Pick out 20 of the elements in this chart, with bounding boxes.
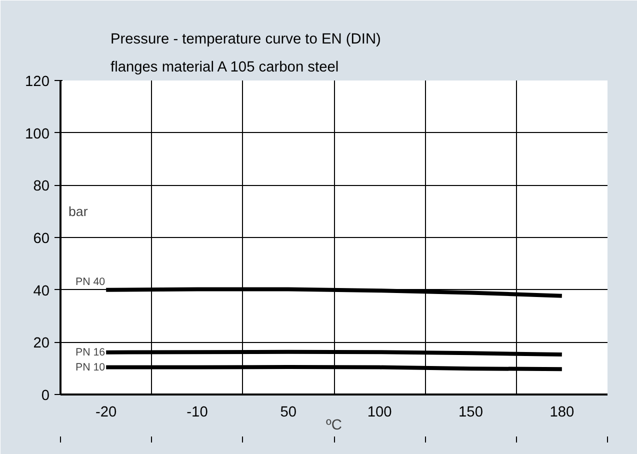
y-tick-label: 60 bbox=[33, 231, 50, 247]
x-tick-label: 50 bbox=[280, 404, 297, 420]
y-tick-label: 20 bbox=[33, 336, 50, 352]
x-tick-label: 150 bbox=[458, 404, 483, 420]
y-tick-label: 0 bbox=[41, 388, 50, 404]
y-axis-title: bar bbox=[68, 204, 88, 219]
series-label: PN 40 bbox=[75, 276, 106, 288]
x-tick-label: -10 bbox=[186, 404, 208, 420]
series-label: PN 16 bbox=[75, 346, 106, 358]
chart-title: Pressure - temperature curve to EN (DIN) bbox=[110, 32, 381, 48]
y-tick-label: 120 bbox=[25, 74, 50, 90]
series-label: PN 10 bbox=[75, 361, 106, 374]
x-tick-label: 100 bbox=[367, 404, 392, 420]
x-axis-title: ºC bbox=[326, 418, 342, 434]
x-tick-label: 180 bbox=[550, 404, 574, 420]
x-tick-label: -20 bbox=[95, 404, 117, 420]
y-tick-label: 40 bbox=[33, 283, 50, 300]
chart-subtitle: flanges material A 105 carbon steel bbox=[110, 60, 339, 76]
y-tick-label: 80 bbox=[33, 178, 50, 195]
y-tick-label: 100 bbox=[25, 126, 50, 142]
